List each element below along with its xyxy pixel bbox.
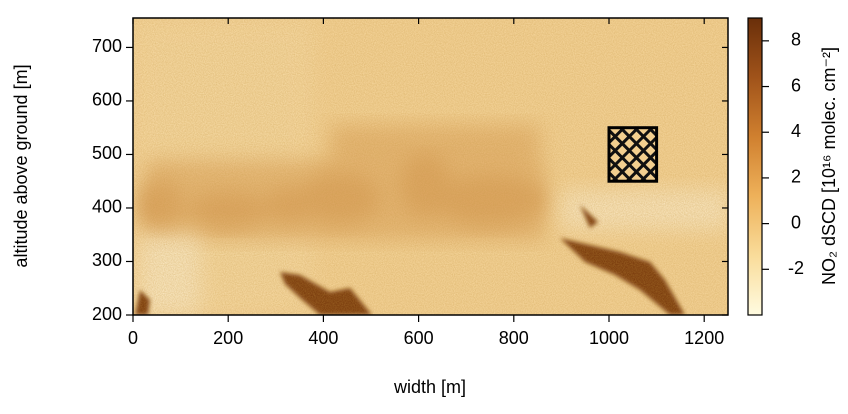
y-tick-label: 400 (92, 197, 122, 217)
colorbar-tick-label: 4 (791, 121, 801, 141)
y-tick-label: 600 (92, 90, 122, 110)
y-axis-label: altitude above ground [m] (11, 64, 31, 267)
x-tick-label: 1200 (684, 328, 724, 348)
colorbar-tick-label: -2 (788, 258, 804, 278)
hatched-box (607, 126, 659, 183)
x-tick-label: 0 (128, 328, 138, 348)
plot-frame (132, 17, 729, 316)
y-tick-label: 500 (92, 143, 122, 163)
colorbar-tick-label: 8 (791, 30, 801, 50)
colorbar-tick-label: 6 (791, 75, 801, 95)
colorbar-tick-label: 0 (791, 212, 801, 232)
colorbar-label: NO₂ dSCD [10¹⁶ molec. cm⁻²] (819, 47, 839, 285)
x-tick-label: 800 (499, 328, 529, 348)
x-tick-label: 200 (213, 328, 243, 348)
y-tick-label: 200 (92, 304, 122, 324)
y-tick-label: 300 (92, 250, 122, 270)
y-tick-label: 700 (92, 36, 122, 56)
x-axis-label: width [m] (393, 377, 466, 397)
x-tick-label: 400 (308, 328, 338, 348)
x-tick-label: 600 (404, 328, 434, 348)
heatmap-image (133, 18, 728, 315)
x-tick-label: 1000 (589, 328, 629, 348)
colorbar (747, 17, 763, 316)
colorbar-tick-label: 2 (791, 167, 801, 187)
